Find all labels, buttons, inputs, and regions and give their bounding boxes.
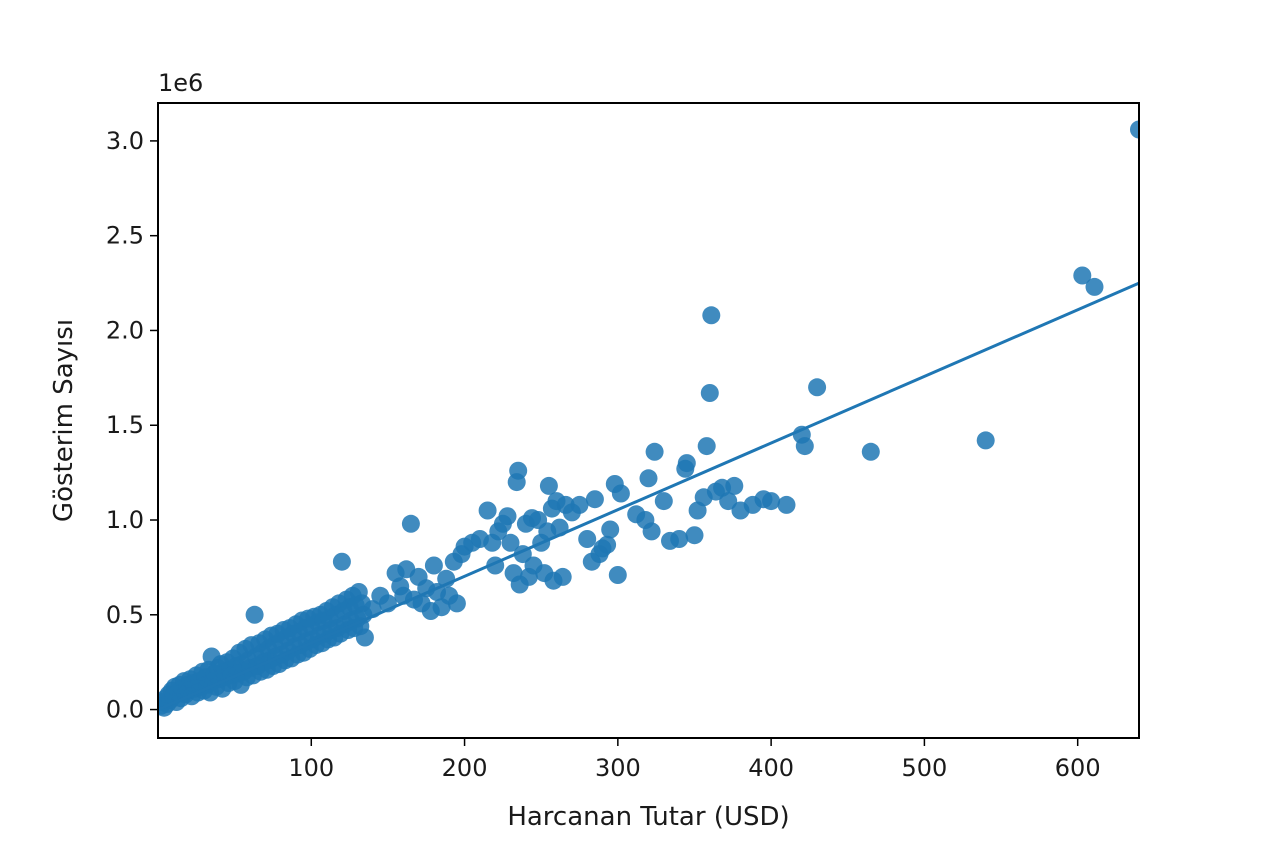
data-point (598, 535, 617, 554)
data-point (795, 437, 814, 456)
x-tick-label: 400 (748, 754, 794, 782)
data-point (601, 520, 620, 539)
data-point (976, 431, 995, 450)
data-point (501, 533, 520, 552)
data-point (725, 476, 744, 495)
x-axis: 100 200 300 400 500 600 (288, 738, 1101, 782)
y-tick-label: 2.5 (106, 222, 144, 250)
data-point (447, 594, 466, 613)
regression-line-layer (158, 281, 1139, 711)
y-axis: 0.0 0.5 1.0 1.5 2.0 2.5 3.0 (106, 127, 158, 724)
x-axis-label: Harcanan Tutar (USD) (507, 802, 789, 832)
data-point (654, 492, 673, 511)
data-point (245, 605, 264, 624)
data-point (478, 501, 497, 520)
data-point (777, 495, 796, 514)
x-tick-label: 600 (1055, 754, 1101, 782)
data-point (611, 484, 630, 503)
data-point (719, 492, 738, 511)
x-tick-label: 200 (442, 754, 488, 782)
data-point (578, 530, 597, 548)
y-tick-label: 1.5 (106, 411, 144, 439)
y-tick-label: 1.0 (106, 506, 144, 534)
y-tick-label: 0.0 (106, 696, 144, 724)
x-tick-label: 500 (902, 754, 948, 782)
data-point (762, 492, 781, 511)
x-tick-label: 300 (595, 754, 641, 782)
data-point (685, 526, 704, 545)
regression-line (158, 281, 1139, 711)
data-point (1085, 277, 1104, 296)
y-tick-label: 0.5 (106, 601, 144, 629)
data-point (642, 522, 661, 541)
data-point (808, 378, 827, 397)
y-offset-label: 1e6 (158, 69, 203, 97)
data-point (424, 556, 443, 575)
data-point (861, 442, 880, 461)
data-point (553, 567, 572, 586)
data-point (639, 469, 658, 488)
data-point (608, 566, 627, 584)
data-point (1130, 120, 1139, 139)
data-point (700, 384, 719, 402)
x-tick-label: 100 (288, 754, 334, 782)
data-point (702, 306, 721, 325)
data-point (645, 442, 664, 461)
data-point (355, 628, 374, 647)
plot-frame (157, 102, 1140, 739)
data-point (401, 514, 420, 533)
data-point (670, 530, 689, 548)
data-point (498, 507, 517, 526)
data-point (539, 476, 558, 495)
data-point (509, 461, 528, 480)
y-axis-label: Gösterim Sayısı (49, 319, 79, 522)
data-point (697, 437, 716, 456)
data-point (1073, 266, 1092, 285)
data-point (677, 454, 696, 473)
data-point (570, 495, 589, 514)
data-point (585, 490, 604, 509)
y-tick-label: 2.0 (106, 316, 144, 344)
y-tick-label: 3.0 (106, 127, 144, 155)
data-point (332, 552, 351, 571)
